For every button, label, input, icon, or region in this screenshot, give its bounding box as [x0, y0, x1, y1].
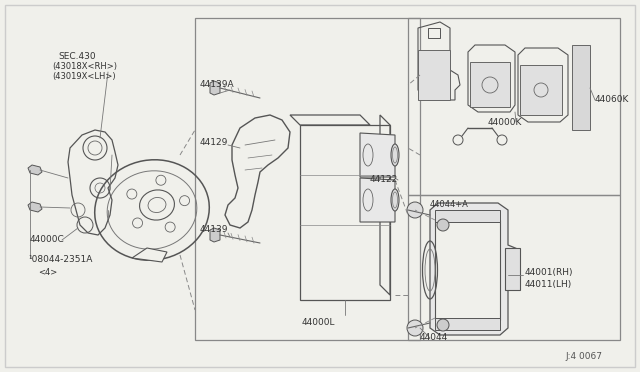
- Bar: [408, 18, 620, 195]
- Polygon shape: [430, 203, 520, 335]
- Text: 44000C: 44000C: [30, 235, 65, 244]
- Circle shape: [437, 319, 449, 331]
- Text: 44139A: 44139A: [200, 80, 235, 89]
- Polygon shape: [505, 248, 520, 290]
- Bar: [572, 45, 590, 130]
- Text: 44044: 44044: [420, 333, 448, 342]
- Circle shape: [437, 219, 449, 231]
- Polygon shape: [210, 81, 220, 95]
- Circle shape: [407, 202, 423, 218]
- Bar: [435, 318, 500, 330]
- Text: 44000K: 44000K: [488, 118, 522, 127]
- Bar: [520, 65, 562, 115]
- Polygon shape: [28, 202, 42, 212]
- Polygon shape: [360, 133, 395, 177]
- Text: (43018X<RH>): (43018X<RH>): [52, 62, 117, 71]
- Bar: [195, 18, 420, 340]
- Bar: [300, 125, 390, 300]
- Polygon shape: [28, 165, 42, 175]
- Text: J:4 0067: J:4 0067: [565, 352, 602, 361]
- Text: 44001(RH): 44001(RH): [525, 268, 573, 277]
- Bar: [418, 50, 450, 100]
- Circle shape: [407, 320, 423, 336]
- Text: 44000L: 44000L: [302, 318, 335, 327]
- Text: 44122: 44122: [370, 175, 398, 184]
- Bar: [435, 210, 500, 222]
- Bar: [435, 220, 500, 320]
- Bar: [470, 62, 510, 107]
- Text: 44060K: 44060K: [595, 95, 629, 104]
- Text: 44139: 44139: [200, 225, 228, 234]
- Text: SEC.430: SEC.430: [58, 52, 95, 61]
- Polygon shape: [360, 178, 395, 222]
- Text: 44129: 44129: [200, 138, 228, 147]
- Text: (43019X<LH>): (43019X<LH>): [52, 72, 116, 81]
- Ellipse shape: [391, 189, 399, 211]
- Text: 44044+A: 44044+A: [430, 200, 469, 209]
- Polygon shape: [132, 248, 167, 262]
- Text: ¹08044-2351A: ¹08044-2351A: [28, 255, 92, 264]
- Polygon shape: [210, 228, 220, 242]
- Text: 44011(LH): 44011(LH): [525, 280, 572, 289]
- Text: <4>: <4>: [38, 268, 57, 277]
- Bar: [408, 195, 620, 340]
- Ellipse shape: [391, 144, 399, 166]
